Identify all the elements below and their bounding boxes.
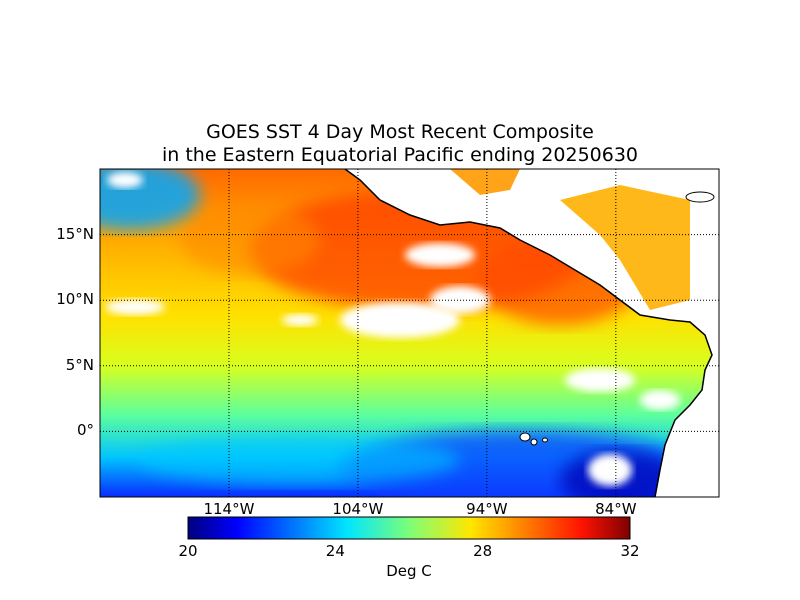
title-line-2: in the Eastern Equatorial Pacific ending… — [161, 144, 639, 166]
latitude-label: 15°N — [56, 224, 94, 243]
latitude-label: 10°N — [56, 290, 94, 309]
cool-northwest — [100, 169, 200, 230]
latitude-label: 0° — [76, 421, 94, 440]
caribbean-water — [560, 185, 690, 310]
longitude-label: 94°W — [466, 500, 508, 518]
cool-band — [140, 435, 460, 485]
map-frame — [99, 168, 720, 498]
latitude-label: 5°N — [65, 355, 94, 374]
longitude-label: 84°W — [595, 500, 637, 518]
colorbar-label: Deg C — [386, 562, 432, 580]
island — [685, 191, 715, 203]
map-title: GOES SST 4 Day Most Recent Composite in … — [0, 121, 800, 167]
colorbar-tick-label: 20 — [178, 542, 198, 560]
cloud-mask — [105, 172, 680, 486]
longitude-label: 114°W — [203, 500, 255, 518]
colorbar-tick-label: 24 — [325, 542, 345, 560]
title-line-1: GOES SST 4 Day Most Recent Composite — [206, 121, 594, 143]
colorbar — [187, 516, 631, 540]
graticule — [100, 169, 719, 497]
sst-field — [100, 169, 719, 497]
coastline — [344, 169, 713, 497]
colorbar-tick-label: 28 — [473, 542, 493, 560]
galapagos-islands — [519, 432, 548, 446]
warm-patch-west — [180, 205, 320, 275]
longitude-label: 104°W — [332, 500, 384, 518]
gulf-water — [450, 169, 520, 195]
colorbar-tick-label: 32 — [620, 542, 640, 560]
